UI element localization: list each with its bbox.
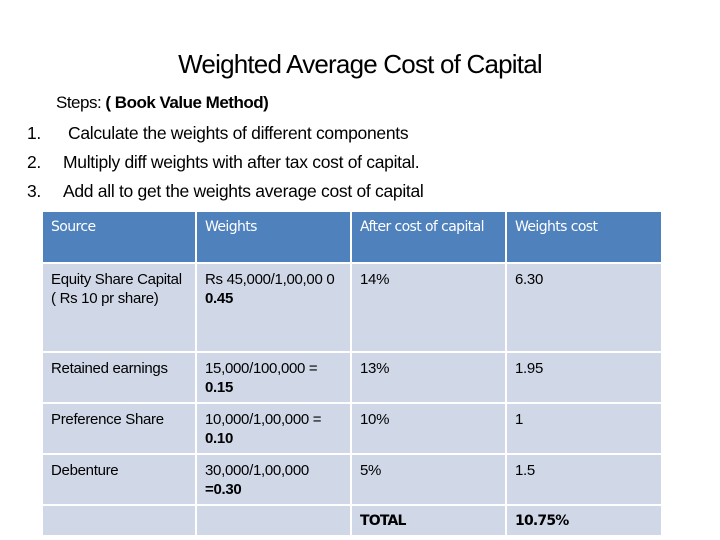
steps-heading: Steps: ( Book Value Method) bbox=[56, 93, 269, 113]
weights-result: 0.10 bbox=[205, 430, 233, 447]
cell-empty bbox=[195, 504, 352, 537]
header-source: Source bbox=[41, 210, 197, 264]
cell-weights-cost: 1 bbox=[505, 402, 663, 455]
cell-weights-cost: 1.5 bbox=[505, 453, 663, 506]
table-total-row: TOTAL 10.75% bbox=[41, 504, 663, 537]
weights-result: 0.45 bbox=[205, 290, 233, 307]
step-number: 3. bbox=[27, 181, 41, 201]
table-row: Equity Share Capital ( Rs 10 pr share) R… bbox=[41, 262, 663, 353]
steps-method: ( Book Value Method) bbox=[105, 93, 269, 112]
cell-weights: 15,000/100,000 = 0.15 bbox=[195, 351, 352, 404]
page-title: Weighted Average Cost of Capital bbox=[178, 49, 542, 79]
cell-weights-cost: 1.95 bbox=[505, 351, 663, 404]
weights-calc: 30,000/1,00,000 bbox=[205, 462, 309, 479]
cell-after-cost: 14% bbox=[350, 262, 507, 353]
total-value: 10.75% bbox=[505, 504, 663, 537]
cell-after-cost: 10% bbox=[350, 402, 507, 455]
cell-empty bbox=[41, 504, 197, 537]
steps-prefix: Steps: bbox=[56, 93, 106, 112]
weights-result: 0.15 bbox=[205, 379, 233, 396]
cell-source: Debenture bbox=[41, 453, 197, 506]
table-header-row: Source Weights After cost of capital Wei… bbox=[41, 210, 663, 264]
table-row: Debenture 30,000/1,00,000 =0.30 5% 1.5 bbox=[41, 453, 663, 506]
step-text: Multiply diff weights with after tax cos… bbox=[63, 152, 420, 172]
cell-weights: 30,000/1,00,000 =0.30 bbox=[195, 453, 352, 506]
header-after-cost: After cost of capital bbox=[350, 210, 507, 264]
cell-source: Equity Share Capital ( Rs 10 pr share) bbox=[41, 262, 197, 353]
step-text: Add all to get the weights average cost … bbox=[63, 181, 424, 201]
header-weights: Weights bbox=[195, 210, 352, 264]
weights-calc: 15,000/100,000 = bbox=[205, 360, 318, 377]
cell-source: Retained earnings bbox=[41, 351, 197, 404]
weights-calc: 10,000/1,00,000 = bbox=[205, 411, 322, 428]
cell-after-cost: 13% bbox=[350, 351, 507, 404]
table-row: Retained earnings 15,000/100,000 = 0.15 … bbox=[41, 351, 663, 404]
wacc-table: Source Weights After cost of capital Wei… bbox=[41, 210, 663, 537]
cell-weights: Rs 45,000/1,00,00 0 0.45 bbox=[195, 262, 352, 353]
step-text: Calculate the weights of different compo… bbox=[68, 123, 409, 143]
step-number: 1. bbox=[27, 123, 41, 143]
cell-weights: 10,000/1,00,000 = 0.10 bbox=[195, 402, 352, 455]
step-number: 2. bbox=[27, 152, 41, 172]
weights-calc: Rs 45,000/1,00,00 0 bbox=[205, 271, 335, 288]
cell-source: Preference Share bbox=[41, 402, 197, 455]
cell-after-cost: 5% bbox=[350, 453, 507, 506]
header-weights-cost: Weights cost bbox=[505, 210, 663, 264]
table-row: Preference Share 10,000/1,00,000 = 0.10 … bbox=[41, 402, 663, 455]
cell-weights-cost: 6.30 bbox=[505, 262, 663, 353]
weights-result: =0.30 bbox=[205, 481, 242, 498]
total-label: TOTAL bbox=[350, 504, 507, 537]
